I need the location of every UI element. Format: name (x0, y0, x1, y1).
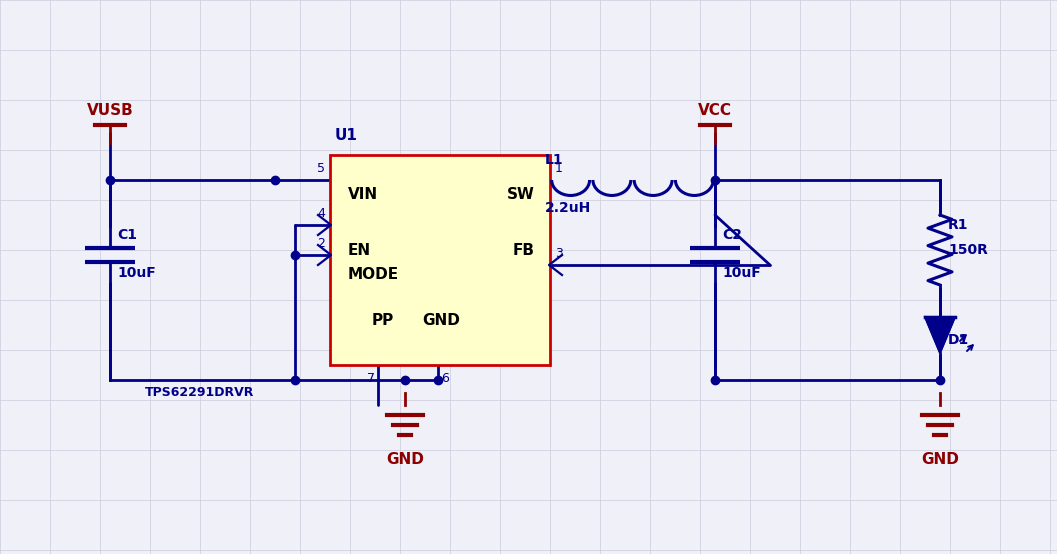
Text: MODE: MODE (348, 267, 400, 282)
Text: L1: L1 (545, 153, 563, 167)
Text: EN: EN (348, 243, 371, 258)
Text: 3: 3 (555, 247, 563, 260)
Text: SW: SW (507, 187, 535, 202)
Text: VUSB: VUSB (87, 103, 133, 118)
Text: 150R: 150R (948, 243, 988, 257)
Text: 7: 7 (367, 372, 375, 385)
Text: GND: GND (921, 452, 959, 467)
Text: 5: 5 (317, 162, 324, 175)
Text: 2: 2 (317, 237, 324, 250)
Polygon shape (925, 317, 956, 353)
Text: 10uF: 10uF (722, 266, 761, 280)
Text: FB: FB (513, 243, 535, 258)
Text: U1: U1 (335, 128, 358, 143)
Text: PP: PP (372, 313, 394, 328)
Text: 10uF: 10uF (117, 266, 155, 280)
Text: VIN: VIN (348, 187, 378, 202)
Text: D1: D1 (948, 333, 969, 347)
Text: 6: 6 (441, 372, 449, 385)
Bar (330, 155, 550, 365)
Text: GND: GND (422, 313, 460, 328)
Text: TPS62291DRVR: TPS62291DRVR (145, 386, 255, 398)
Text: 2.2uH: 2.2uH (545, 201, 591, 215)
Text: C2: C2 (722, 228, 742, 242)
Text: R1: R1 (948, 218, 968, 232)
Text: C1: C1 (117, 228, 137, 242)
Text: VCC: VCC (698, 103, 733, 118)
Text: 1: 1 (555, 162, 563, 175)
Text: GND: GND (386, 452, 424, 467)
Text: 4: 4 (317, 207, 324, 220)
